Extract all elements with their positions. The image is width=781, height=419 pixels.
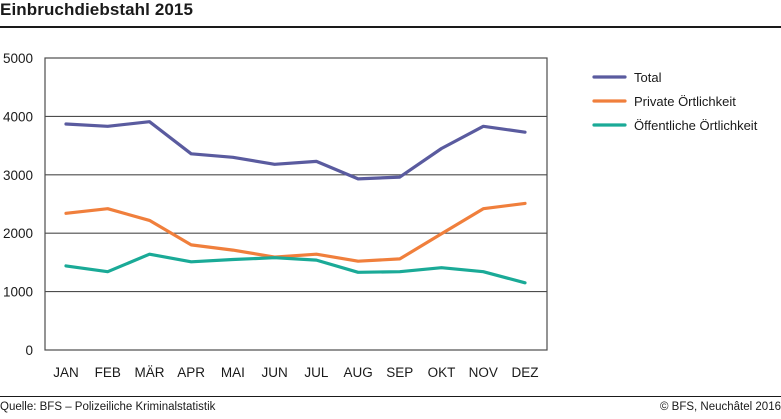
x-tick-label: NOV <box>469 365 498 380</box>
series-lines <box>64 120 527 285</box>
legend-label-0: Total <box>634 70 662 85</box>
legend: Total Private Örtlichkeit Öffentliche Örtl… <box>592 70 758 133</box>
chart-title: Einbruchdiebstahl 2015 <box>0 0 194 19</box>
footer-rule <box>0 396 781 397</box>
x-axis-ticks: JAN FEB MÄR APR MAI JUN JUL AUG SEP OKT NOV DEZ <box>53 365 538 380</box>
legend-label-2: Öffentliche Örtlichkeit <box>634 118 758 133</box>
source-note: Quelle: BFS – Polizeiliche Kriminalstati… <box>0 401 216 413</box>
x-tick-label: MÄR <box>134 365 164 380</box>
x-tick-label: JUL <box>304 365 328 380</box>
y-tick-label: 5000 <box>3 51 33 66</box>
x-tick-label: JAN <box>53 365 79 380</box>
x-tick-label: SEP <box>386 365 413 380</box>
legend-label-1: Private Örtlichkeit <box>634 94 736 109</box>
x-tick-label: OKT <box>428 365 456 380</box>
gridlines <box>45 115 547 293</box>
plot-area-frame <box>44 57 548 351</box>
x-tick-label: AUG <box>343 365 372 380</box>
y-tick-label: 2000 <box>3 226 33 241</box>
series-line-1 <box>64 201 527 263</box>
x-tick-label: MAI <box>221 365 245 380</box>
x-tick-label: APR <box>177 365 205 380</box>
x-tick-label: JUN <box>262 365 288 380</box>
y-axis-ticks: 0 1000 2000 3000 4000 5000 <box>3 51 33 358</box>
copyright-note: © BFS, Neuchâtel 2016 <box>660 401 781 413</box>
y-tick-label: 4000 <box>3 109 33 124</box>
y-tick-label: 1000 <box>3 285 33 300</box>
series-line-2 <box>64 252 527 285</box>
y-tick-label: 0 <box>25 343 33 358</box>
x-tick-label: FEB <box>95 365 121 380</box>
title-rule <box>0 26 781 28</box>
y-tick-label: 3000 <box>3 168 33 183</box>
x-tick-label: DEZ <box>512 365 539 380</box>
series-line-0 <box>64 120 527 181</box>
